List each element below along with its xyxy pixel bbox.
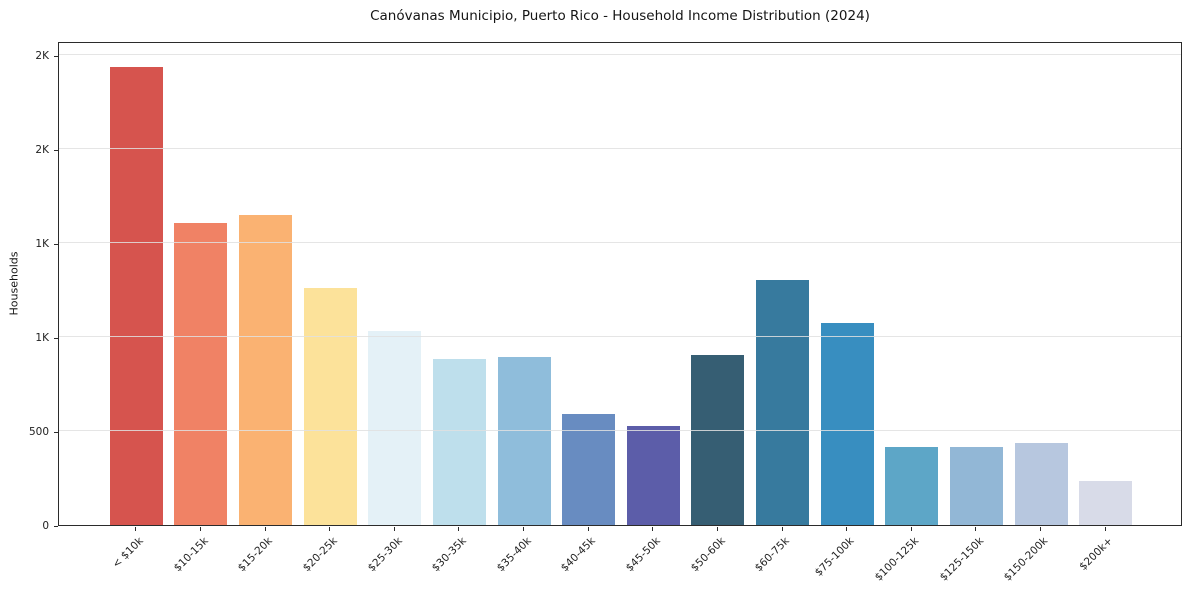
bar [562, 414, 616, 525]
x-tick-mark [199, 527, 201, 531]
x-tick-mark [587, 527, 589, 531]
x-tick-mark [781, 527, 783, 531]
x-tick-label: $125-150k [937, 535, 986, 584]
y-tick-label: 0 [42, 520, 49, 532]
x-tick-label: $25-30k [365, 535, 405, 575]
x-tick-mark [846, 527, 848, 531]
gridline [59, 148, 1181, 150]
y-tick-mark [54, 526, 58, 527]
y-tick-mark [54, 432, 58, 434]
plot-area [58, 42, 1182, 526]
bar [626, 425, 680, 525]
x-tick-mark [1104, 527, 1106, 531]
y-tick-mark [54, 338, 58, 340]
chart-title: Canóvanas Municipio, Puerto Rico - House… [370, 8, 870, 24]
x-tick-label: $100-125k [872, 535, 922, 584]
x-tick-mark [652, 527, 654, 531]
y-tick-label: 1K [35, 332, 49, 345]
y-tick-label: 2K [35, 144, 49, 157]
bar [368, 331, 422, 525]
gridline [59, 242, 1181, 244]
x-tick-label: $150-200k [1002, 535, 1051, 584]
x-tick-label: $15-20k [235, 535, 276, 575]
bar [820, 323, 874, 525]
y-tick-mark [54, 244, 58, 246]
x-tick-mark [910, 527, 912, 531]
x-tick-mark [329, 527, 331, 531]
y-axis-tick-labels: 0 500 1K 1K 2K 2K [0, 42, 52, 532]
y-tick-label: 2K [35, 50, 49, 63]
y-tick-mark [54, 56, 58, 58]
x-tick-mark [393, 527, 395, 531]
x-tick-label: $10-15k [171, 535, 211, 575]
bar [239, 214, 293, 525]
bar [109, 67, 163, 525]
x-tick-label: $45-50k [623, 535, 663, 575]
y-tick-label: 1K [35, 238, 49, 251]
x-tick-label: $75-100k [812, 535, 857, 579]
gridline [59, 430, 1181, 432]
bar [303, 288, 357, 525]
x-tick-label: $35-40k [494, 535, 534, 575]
bar [1079, 480, 1133, 525]
x-tick-label: $200k+ [1077, 535, 1116, 573]
bar [174, 223, 228, 525]
bar [432, 358, 486, 525]
bar [885, 446, 939, 525]
x-tick-mark [264, 527, 266, 531]
x-tick-label: $30-35k [429, 535, 469, 575]
y-tick-mark [54, 150, 58, 152]
gridline [59, 54, 1181, 56]
gridline [59, 336, 1181, 338]
x-tick-mark [716, 527, 718, 531]
bar [949, 447, 1003, 525]
x-axis-tick-marks [58, 527, 1182, 533]
x-tick-label: $40-45k [559, 535, 599, 575]
x-tick-mark [975, 527, 977, 531]
x-tick-label: $60-75k [752, 535, 793, 575]
bar [497, 356, 551, 525]
bar [691, 354, 745, 525]
x-tick-mark [523, 527, 525, 531]
bar [756, 279, 810, 525]
y-tick-label: 500 [28, 426, 49, 439]
x-tick-label: < $10k [110, 535, 146, 571]
bar [1014, 443, 1068, 525]
x-tick-mark [458, 527, 460, 531]
x-tick-mark [1040, 527, 1042, 531]
x-tick-label: $20-25k [300, 535, 340, 575]
x-axis-tick-labels: < $10k $10-15k $15-20k $20-25k $25-30k $30-35… [58, 533, 1182, 590]
x-tick-label: $50-60k [688, 535, 728, 575]
x-tick-mark [135, 527, 137, 531]
